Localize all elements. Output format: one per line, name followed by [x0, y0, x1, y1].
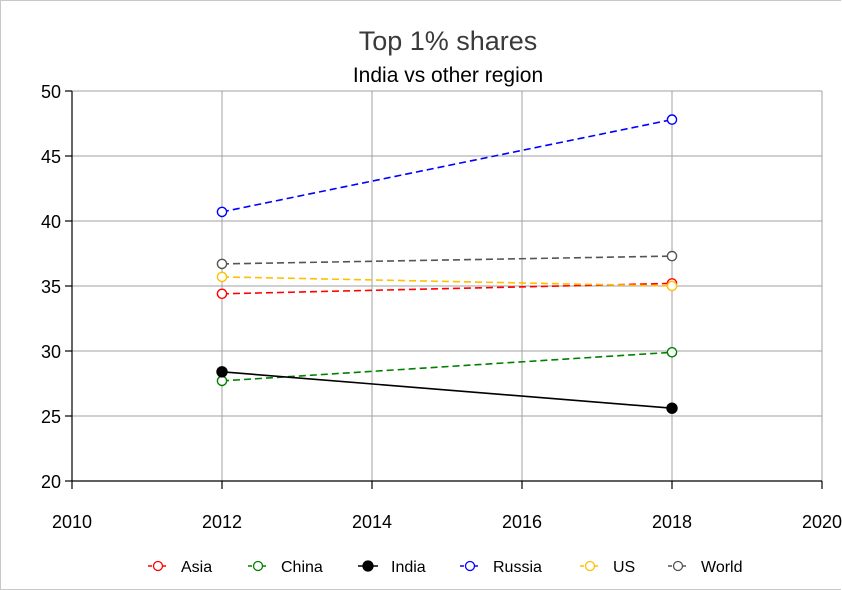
legend-item-russia[interactable]: Russia	[460, 559, 542, 576]
legend-label: World	[701, 559, 743, 576]
series-us	[216, 271, 678, 292]
legend-swatch-marker	[584, 560, 596, 572]
series-line	[221, 118, 673, 213]
y-tick-label: 45	[41, 147, 61, 167]
data-point	[216, 206, 228, 218]
chart-subtitle: India vs other region	[353, 64, 543, 87]
series-line	[221, 351, 673, 382]
legend-item-asia[interactable]: Asia	[148, 559, 212, 576]
legend[interactable]: Asia China India Russia US World	[148, 559, 743, 576]
legend-label: India	[391, 559, 426, 576]
x-tick-label: 2010	[52, 512, 92, 532]
y-tick-label: 40	[41, 212, 61, 232]
y-tick-label: 25	[41, 407, 61, 427]
legend-item-india[interactable]: India	[358, 559, 426, 576]
legend-label: China	[281, 559, 323, 576]
y-tick-label: 50	[41, 82, 61, 102]
data-point	[216, 288, 228, 300]
legend-swatch-marker	[464, 560, 476, 572]
x-tick-label: 2018	[652, 512, 692, 532]
data-point	[216, 366, 228, 378]
y-tick-label: 20	[41, 472, 61, 492]
x-tick-label: 2016	[502, 512, 542, 532]
legend-item-world[interactable]: World	[668, 559, 743, 576]
series-line	[221, 276, 673, 287]
y-tick-label: 35	[41, 277, 61, 297]
legend-label: Asia	[181, 559, 212, 576]
data-point	[216, 375, 228, 387]
legend-swatch-marker	[672, 560, 684, 572]
data-point	[666, 280, 678, 292]
x-tick-label: 2020	[802, 512, 842, 532]
legend-label: Russia	[493, 559, 542, 576]
legend-item-us[interactable]: US	[580, 559, 635, 576]
series-india	[216, 366, 678, 414]
data-point	[216, 271, 228, 283]
data-point	[666, 114, 678, 125]
data-point	[216, 258, 228, 270]
axes: 20 25 30 35 40 45 50 2010 2012 2014 2016 2018 2020	[41, 82, 842, 532]
legend-swatch-marker	[152, 560, 164, 572]
data-point	[666, 346, 678, 358]
data-point	[666, 402, 678, 414]
series-world	[216, 250, 678, 270]
series-line	[221, 282, 673, 295]
x-tick-label: 2012	[202, 512, 242, 532]
series	[216, 114, 678, 414]
series-china	[216, 346, 678, 387]
legend-item-china[interactable]: China	[248, 559, 323, 576]
series-line	[221, 371, 673, 409]
y-tick-label: 30	[41, 342, 61, 362]
data-point	[666, 250, 678, 262]
x-tick-label: 2014	[352, 512, 392, 532]
series-russia	[216, 114, 678, 218]
grid	[72, 90, 823, 481]
legend-label: US	[613, 559, 635, 576]
chart-title: Top 1% shares	[359, 26, 538, 56]
legend-swatch-marker	[362, 560, 374, 572]
legend-swatch-marker	[252, 560, 264, 572]
series-line	[221, 255, 673, 265]
